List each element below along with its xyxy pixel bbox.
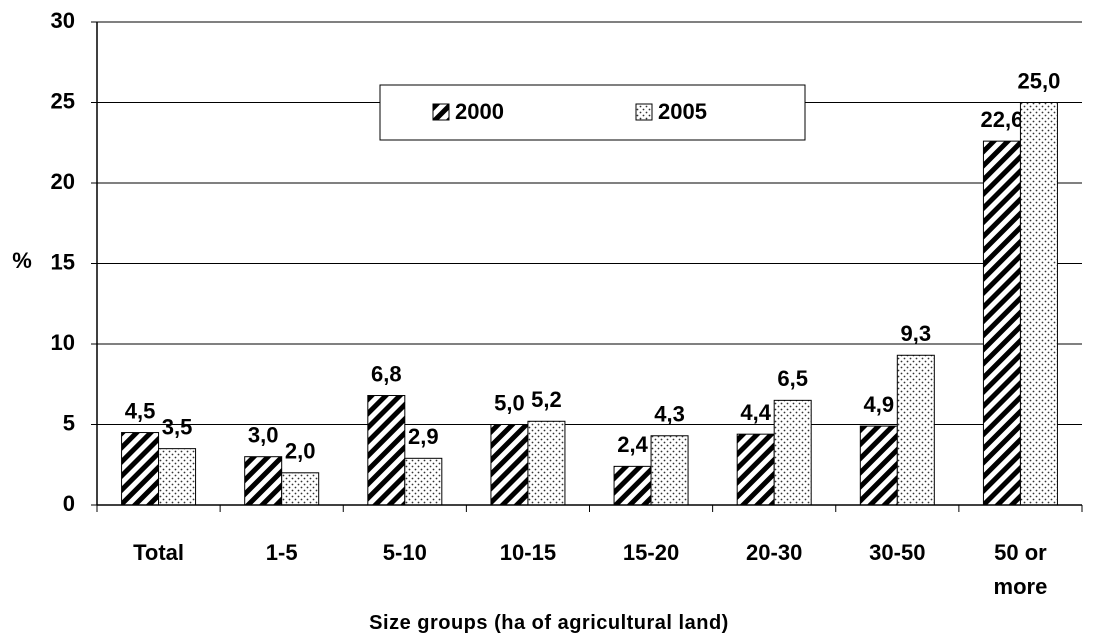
x-tick-label: 15-20 xyxy=(622,540,680,565)
bar xyxy=(367,395,406,506)
x-axis-title: Size groups (ha of agricultural land) xyxy=(369,612,729,634)
y-tick-label: 10 xyxy=(51,330,75,355)
bar xyxy=(404,457,443,506)
legend-swatch xyxy=(635,103,653,121)
value-label: 5,0 xyxy=(494,390,525,415)
value-label: 2,4 xyxy=(617,432,648,457)
bar xyxy=(158,448,197,506)
bar xyxy=(650,435,689,506)
bar xyxy=(773,399,812,506)
bar xyxy=(896,354,935,506)
value-label: 9,3 xyxy=(901,321,932,346)
x-tick-label: 10-15 xyxy=(499,540,557,565)
value-label: 22,6 xyxy=(981,107,1024,132)
y-tick-label: 25 xyxy=(51,88,75,113)
x-tick-label: 20-30 xyxy=(746,540,803,565)
value-label: 4,5 xyxy=(125,398,156,423)
bar xyxy=(613,465,652,506)
y-axis-label: % xyxy=(12,248,32,273)
x-tick-label: 1-5 xyxy=(265,540,298,565)
bar xyxy=(527,420,566,506)
bar xyxy=(244,456,283,506)
value-label: 4,4 xyxy=(740,400,771,425)
value-label: 4,3 xyxy=(654,402,685,427)
y-tick-label: 30 xyxy=(51,8,75,33)
legend-swatch xyxy=(432,103,450,121)
value-label: 3,0 xyxy=(248,423,279,448)
value-label: 6,5 xyxy=(777,366,808,391)
bar xyxy=(281,472,320,506)
bar xyxy=(121,432,160,506)
y-tick-label: 0 xyxy=(63,491,75,516)
bar xyxy=(1019,102,1058,506)
y-tick-label: 5 xyxy=(63,410,75,435)
value-label: 2,9 xyxy=(408,424,439,449)
bar xyxy=(982,140,1021,506)
x-tick-label: 50 or more xyxy=(993,540,1048,599)
legend-label: 2000 xyxy=(455,99,504,124)
y-tick-label: 15 xyxy=(51,249,75,274)
legend-label: 2005 xyxy=(658,99,707,124)
value-label: 4,9 xyxy=(864,392,895,417)
x-tick-label: 30-50 xyxy=(869,540,926,565)
value-label: 6,8 xyxy=(371,361,402,386)
bar xyxy=(859,425,898,506)
x-tick-label: 5-10 xyxy=(382,540,427,565)
bar xyxy=(490,424,529,506)
y-tick-label: 20 xyxy=(51,169,75,194)
value-label: 2,0 xyxy=(285,439,316,464)
legend-box xyxy=(379,84,806,141)
bar xyxy=(736,433,775,506)
x-tick-label: Total xyxy=(133,540,185,565)
value-label: 3,5 xyxy=(162,414,193,439)
value-label: 5,2 xyxy=(531,387,562,412)
value-label: 25,0 xyxy=(1018,68,1061,93)
